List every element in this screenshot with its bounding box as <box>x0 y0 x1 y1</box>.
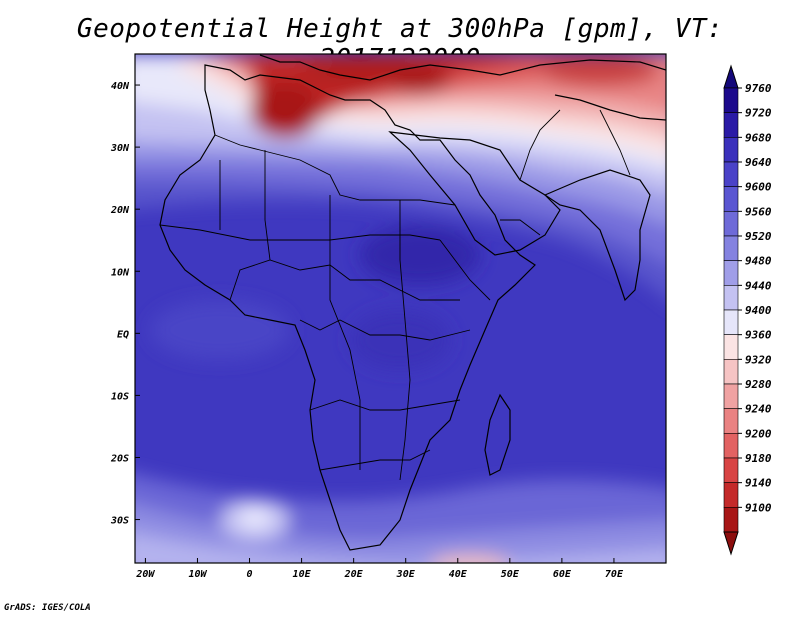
colorbar-swatch <box>723 457 739 483</box>
lon-tick-label: 40E <box>449 569 468 580</box>
colorbar-swatch <box>723 507 739 533</box>
lon-tick-label: 10E <box>293 569 312 580</box>
colorbar-label: 9560 <box>745 205 772 218</box>
lon-tick-label: 0 <box>247 569 253 580</box>
colorbar-label: 9320 <box>745 353 772 366</box>
colorbar-swatch <box>723 433 739 459</box>
lat-tick-label: 40N <box>111 81 130 92</box>
colorbar: 9760 9720 9680 9640 9600 9560 9520 9480 9440 9400… <box>723 64 772 556</box>
lon-tick-label: 30E <box>396 569 416 580</box>
colorbar-swatch <box>723 161 739 187</box>
colorbar-label: 9140 <box>745 477 772 490</box>
colorbar-swatch <box>723 309 739 335</box>
colorbar-label: 9520 <box>745 230 772 243</box>
lat-tick-label: 30S <box>110 516 129 527</box>
colorbar-label: 9100 <box>745 501 772 514</box>
colorbar-swatch <box>723 235 739 261</box>
colorbar-bottom-arrow <box>723 531 739 556</box>
colorbar-swatch <box>723 211 739 237</box>
colorbar-label: 9180 <box>745 452 772 465</box>
colorbar-swatch <box>723 408 739 434</box>
colorbar-swatch <box>723 137 739 163</box>
lat-tick-label: 30N <box>110 143 130 154</box>
colorbar-label: 9480 <box>745 255 772 268</box>
latitude-ticks: 40N 30N 20N 10N EQ 10S 20S 30S <box>110 81 140 527</box>
colorbar-swatch <box>723 334 739 360</box>
lat-tick-label: EQ <box>117 329 129 340</box>
lat-tick-label: 10N <box>111 267 130 278</box>
lat-tick-label: 20N <box>110 205 130 216</box>
lon-tick-label: 20W <box>135 569 155 580</box>
colorbar-swatch <box>723 359 739 385</box>
colorbar-label: 9200 <box>745 427 772 440</box>
map-frame <box>134 53 667 564</box>
lat-tick-label: 20S <box>110 453 129 464</box>
lon-tick-label: 60E <box>553 569 572 580</box>
colorbar-swatch <box>723 482 739 508</box>
lon-tick-label: 10W <box>188 569 207 580</box>
colorbar-label: 9680 <box>745 131 772 144</box>
colorbar-swatch <box>723 285 739 311</box>
height-field <box>135 54 666 563</box>
colorbar-swatch <box>723 186 739 212</box>
colorbar-label: 9240 <box>745 403 772 416</box>
colorbar-swatch <box>723 383 739 409</box>
colorbar-top-arrow <box>723 64 739 89</box>
colorbar-label: 9400 <box>745 304 772 317</box>
country-borders <box>159 109 631 481</box>
lat-tick-label: 10S <box>111 391 129 402</box>
colorbar-swatch <box>723 112 739 138</box>
lon-tick-label: 50E <box>501 569 520 580</box>
colorbar-label: 9720 <box>745 107 772 120</box>
colorbar-label: 9280 <box>745 378 772 391</box>
colorbar-label: 9760 <box>745 82 772 95</box>
lon-tick-label: 20E <box>344 569 364 580</box>
colorbar-label: 9360 <box>745 329 772 342</box>
colorbar-swatch <box>723 260 739 286</box>
footer-credit: GrADS: IGES/COLA <box>4 603 91 613</box>
colorbar-label: 9440 <box>745 279 772 292</box>
lon-tick-label: 70E <box>605 569 624 580</box>
colorbar-swatch <box>723 87 739 113</box>
colorbar-label: 9640 <box>745 156 772 169</box>
colorbar-label: 9600 <box>745 181 772 194</box>
longitude-ticks: 20W 10W 0 10E 20E 30E 40E 50E 60E 70E <box>135 558 624 580</box>
